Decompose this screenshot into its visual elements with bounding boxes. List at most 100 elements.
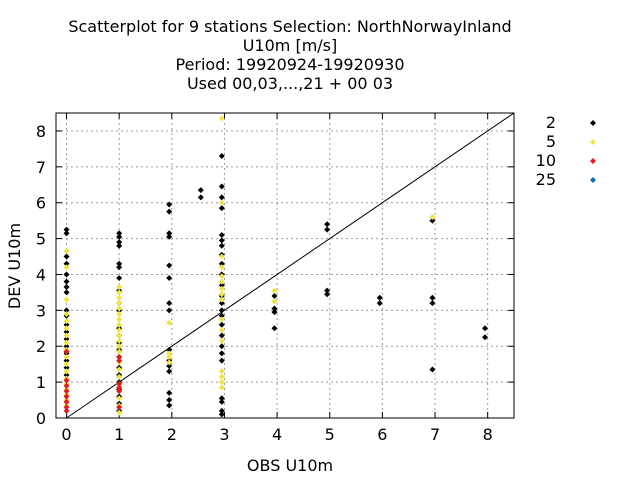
data-point <box>116 409 123 416</box>
x-tick-label: 1 <box>114 425 124 444</box>
y-tick-label: 8 <box>36 122 46 141</box>
legend-marker <box>590 177 596 183</box>
data-point <box>218 350 225 357</box>
x-tick-label: 5 <box>325 425 335 444</box>
data-point <box>482 334 489 341</box>
data-point <box>116 366 123 373</box>
data-point <box>116 300 123 307</box>
data-point <box>63 407 70 414</box>
data-point <box>429 366 436 373</box>
data-point <box>63 377 70 384</box>
y-tick-label: 4 <box>36 265 46 284</box>
data-point <box>116 343 123 350</box>
data-point <box>63 336 70 343</box>
data-point <box>218 205 225 212</box>
data-point <box>116 264 123 271</box>
legend-label: 25 <box>536 170 556 189</box>
data-point <box>271 298 278 305</box>
plot-frame <box>55 112 515 419</box>
data-point <box>166 362 173 369</box>
data-point <box>63 364 70 371</box>
data-point <box>116 380 123 387</box>
y-tick-label: 1 <box>36 373 46 392</box>
data-point <box>116 337 123 344</box>
data-point <box>218 296 225 303</box>
data-point <box>218 282 225 289</box>
data-point <box>218 300 225 307</box>
data-point <box>166 319 173 326</box>
legend-label: 5 <box>546 132 556 151</box>
data-point <box>63 284 70 291</box>
data-point <box>63 278 70 285</box>
data-point <box>271 293 278 299</box>
data-point <box>166 368 173 375</box>
data-point <box>218 237 225 244</box>
data-point <box>218 273 225 280</box>
data-point <box>166 402 173 409</box>
data-point <box>63 343 70 350</box>
data-point <box>63 226 70 233</box>
data-point <box>218 337 225 344</box>
data-point <box>324 287 331 294</box>
data-point <box>166 389 173 396</box>
y-tick-labels: 0 1 2 3 4 5 6 7 8 <box>36 122 46 428</box>
data-point <box>116 242 123 249</box>
data-point <box>63 332 70 339</box>
y-tick-label: 6 <box>36 194 46 213</box>
data-point <box>166 233 173 240</box>
data-point <box>218 357 225 364</box>
data-point <box>116 327 123 334</box>
data-point <box>116 310 123 317</box>
data-point <box>116 404 123 411</box>
data-point <box>116 357 123 364</box>
data-point <box>63 393 70 400</box>
y-tick-label: 3 <box>36 301 46 320</box>
data-point <box>218 368 225 375</box>
data-point <box>218 395 225 402</box>
x-tick-label: 4 <box>272 425 282 444</box>
x-tick-label: 2 <box>167 425 177 444</box>
data-point <box>116 373 123 380</box>
data-point <box>116 294 123 301</box>
data-point <box>63 260 70 267</box>
data-point <box>63 361 70 368</box>
title-line-2: U10m [m/s] <box>243 36 338 55</box>
data-point <box>324 221 331 228</box>
data-point <box>63 321 70 328</box>
legend-marker <box>590 158 596 164</box>
data-point <box>63 339 70 346</box>
data-point <box>197 194 204 201</box>
legend-marker <box>590 139 596 145</box>
data-point <box>116 348 123 355</box>
x-tick-label: 3 <box>219 425 229 444</box>
data-point <box>218 307 225 314</box>
data-point <box>166 201 173 208</box>
data-point <box>63 404 70 411</box>
x-tick-labels: 0 1 2 3 4 5 6 7 8 <box>61 425 492 444</box>
data-point <box>63 307 70 314</box>
data-points <box>63 115 489 418</box>
title-line-4: Used 00,03,...,21 + 00 03 <box>187 74 393 93</box>
data-point <box>218 407 225 414</box>
data-point <box>166 230 173 237</box>
data-point <box>271 305 278 312</box>
data-point <box>271 325 278 332</box>
data-point <box>166 307 173 314</box>
data-point <box>429 214 436 221</box>
data-point <box>218 411 225 418</box>
data-point <box>218 327 225 334</box>
y-tick-label: 5 <box>36 230 46 249</box>
legend-label: 10 <box>536 151 556 170</box>
data-point <box>116 275 123 282</box>
data-point <box>166 354 173 360</box>
data-point <box>116 239 123 246</box>
data-point <box>166 262 173 269</box>
y-tick-label: 7 <box>36 158 46 177</box>
data-point <box>218 343 225 350</box>
data-point <box>63 357 70 364</box>
data-point <box>218 115 225 122</box>
data-point <box>116 230 123 237</box>
data-point <box>218 242 225 249</box>
data-point <box>218 278 225 285</box>
data-point <box>116 388 123 395</box>
